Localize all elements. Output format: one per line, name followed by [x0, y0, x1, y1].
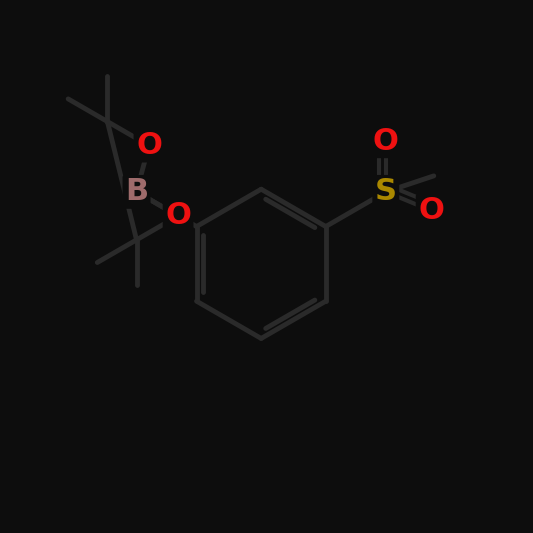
Text: O: O: [165, 201, 191, 230]
Text: O: O: [136, 131, 162, 160]
Text: B: B: [125, 177, 148, 206]
Text: O: O: [418, 196, 444, 225]
Text: O: O: [373, 127, 399, 156]
Text: S: S: [375, 177, 397, 206]
